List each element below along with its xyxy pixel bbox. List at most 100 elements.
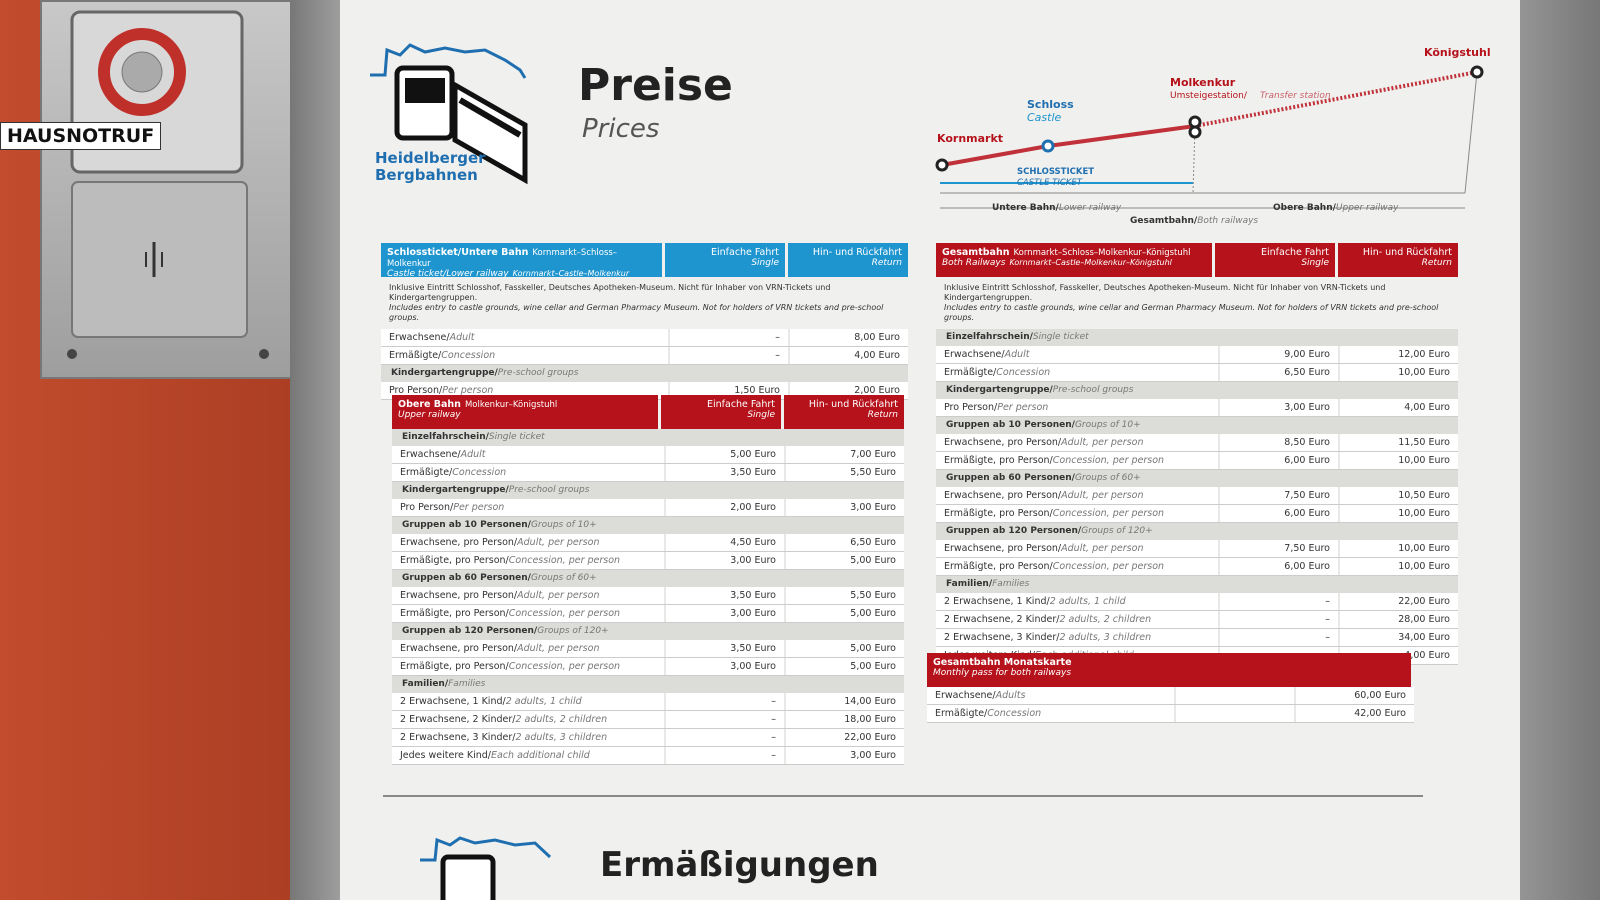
group-heading: Kindergartengruppe/Pre-school groups bbox=[381, 365, 908, 382]
group-de: Kindergartengruppe/ bbox=[946, 385, 1053, 395]
price-row: Erwachsene, pro Person/Adult, per person… bbox=[936, 540, 1458, 558]
label-de: Erwachsene/ bbox=[400, 449, 461, 460]
label-en: Adult, per person bbox=[1061, 437, 1144, 448]
group-en: Groups of 60+ bbox=[1074, 473, 1141, 483]
price-return: 22,00 Euro bbox=[784, 729, 904, 746]
price-return: 22,00 Euro bbox=[1338, 593, 1458, 610]
row-label: 2 Erwachsene, 1 Kind/2 adults, 1 child bbox=[936, 596, 1218, 607]
label-de: 2 Erwachsene, 3 Kinder/ bbox=[944, 632, 1060, 643]
label-en: 2 adults, 2 children bbox=[515, 714, 608, 725]
price-return: 60,00 Euro bbox=[1294, 687, 1414, 704]
row-label: Erwachsene, pro Person/Adult, per person bbox=[392, 590, 664, 601]
station-name: Molkenkur bbox=[1170, 76, 1236, 89]
price-row: Ermäßigte, pro Person/Concession, per pe… bbox=[392, 552, 904, 570]
price-table: Gesamtbahn Kornmarkt–Schloss–Molkenkur–Kö… bbox=[936, 243, 1458, 665]
label-de: Ermäßigte/ bbox=[944, 367, 997, 378]
row-label: Ermäßigte/Concession bbox=[392, 467, 664, 478]
price-return: 5,50 Euro bbox=[784, 464, 904, 481]
group-de: Familien/ bbox=[946, 579, 993, 589]
price-return: 10,00 Euro bbox=[1338, 505, 1458, 522]
price-return: 10,00 Euro bbox=[1338, 452, 1458, 469]
header-line: Schlossticket/Untere Bahn Kornmarkt–Schlo… bbox=[387, 247, 656, 269]
label-de: Ermäßigte, pro Person/ bbox=[400, 661, 509, 672]
price-row: Jedes weitere Kind/Each additional child… bbox=[392, 747, 904, 765]
header-line: Obere Bahn Molkenkur–Königstuhl bbox=[398, 399, 652, 410]
price-return: 10,00 Euro bbox=[1338, 540, 1458, 557]
price-single: – bbox=[664, 729, 784, 746]
note-line: Includes entry to castle grounds, wine c… bbox=[944, 303, 1439, 322]
label-de: Pro Person/ bbox=[400, 502, 454, 513]
price-single: 6,00 Euro bbox=[1218, 505, 1338, 522]
header-title: Obere Bahn Molkenkur–Königstuhl Upper rail… bbox=[392, 395, 658, 429]
label-de: Ermäßigte/ bbox=[389, 350, 442, 361]
price-row: Erwachsene/Adults 60,00 Euro bbox=[927, 687, 1414, 705]
group-de: Gruppen ab 60 Personen/ bbox=[402, 573, 531, 583]
price-row: Ermäßigte, pro Person/Concession, per pe… bbox=[936, 452, 1458, 470]
label-en: Concession bbox=[987, 708, 1042, 719]
label-de: Erwachsene/ bbox=[389, 332, 450, 343]
label-en: Per person bbox=[453, 502, 505, 513]
label-en: Adult, per person bbox=[517, 537, 600, 548]
row-label: Ermäßigte, pro Person/Concession, per pe… bbox=[936, 561, 1218, 572]
group-en: Groups of 120+ bbox=[1081, 526, 1153, 536]
price-single: 3,50 Euro bbox=[664, 640, 784, 657]
both-railways-de: Gesamtbahn/ bbox=[1130, 216, 1198, 226]
label-de: Erwachsene/ bbox=[935, 690, 996, 701]
price-return: 5,00 Euro bbox=[784, 658, 904, 675]
price-return: 42,00 Euro bbox=[1294, 705, 1414, 722]
price-return: 5,00 Euro bbox=[784, 605, 904, 622]
column-en: Return bbox=[867, 410, 898, 420]
table-note: Inklusive Eintritt Schlosshof, Fasskelle… bbox=[936, 277, 1458, 329]
price-row: Erwachsene, pro Person/Adult, per person… bbox=[392, 587, 904, 605]
row-label: Pro Person/Per person bbox=[936, 402, 1218, 413]
column-de: Einfache Fahrt bbox=[710, 247, 779, 258]
castle-ticket: CASTLE TICKET bbox=[1017, 178, 1082, 188]
price-row: Erwachsene, pro Person/Adult, per person… bbox=[392, 640, 904, 658]
column-en: Single bbox=[751, 258, 779, 268]
price-return: 5,50 Euro bbox=[784, 587, 904, 604]
upper-railway-de: Obere Bahn/ bbox=[1273, 203, 1336, 213]
label-en: Adults bbox=[995, 690, 1026, 701]
separator bbox=[383, 795, 1423, 797]
group-heading: Gruppen ab 120 Personen/Groups of 120+ bbox=[392, 623, 904, 640]
group-heading: Kindergartengruppe/Pre-school groups bbox=[392, 482, 904, 499]
header-route-en: Kornmarkt–Castle–Molkenkur–Königstuhl bbox=[1009, 258, 1172, 267]
price-row: 2 Erwachsene, 3 Kinder/2 adults, 3 child… bbox=[936, 629, 1458, 647]
table-header: Gesamtbahn Kornmarkt–Schloss–Molkenkur–Kö… bbox=[936, 243, 1458, 277]
header-title-en: Both Railways bbox=[942, 258, 1006, 268]
group-de: Gruppen ab 60 Personen/ bbox=[946, 473, 1075, 483]
price-return: 18,00 Euro bbox=[784, 711, 904, 728]
column-de: Einfache Fahrt bbox=[1260, 247, 1329, 258]
row-label: Erwachsene, pro Person/Adult, per person bbox=[936, 490, 1218, 501]
label-de: 2 Erwachsene, 1 Kind/ bbox=[400, 696, 506, 707]
label-de: Ermäßigte, pro Person/ bbox=[400, 555, 509, 566]
price-single: 3,50 Euro bbox=[664, 464, 784, 481]
price-row: Ermäßigte/Concession –4,00 Euro bbox=[381, 347, 908, 365]
group-heading: Einzelfahrschein/Single ticket bbox=[936, 329, 1458, 346]
price-single bbox=[1174, 687, 1294, 704]
price-row: 2 Erwachsene, 1 Kind/2 adults, 1 child –2… bbox=[936, 593, 1458, 611]
price-single: – bbox=[664, 747, 784, 764]
header-title-de: Gesamtbahn Monatskarte bbox=[933, 657, 1072, 668]
row-label: Erwachsene, pro Person/Adult, per person bbox=[936, 543, 1218, 554]
row-label: Erwachsene/Adults bbox=[927, 690, 1174, 701]
label-en: Concession bbox=[441, 350, 496, 361]
row-label: Erwachsene/Adult bbox=[381, 332, 668, 343]
footer-logo bbox=[420, 836, 552, 900]
castle-ticket: SCHLOSSTICKET bbox=[1017, 167, 1095, 177]
both-railways-en: Both railways bbox=[1197, 216, 1259, 226]
label-en: Concession bbox=[996, 367, 1051, 378]
price-return: 2,00 Euro bbox=[788, 382, 908, 399]
label-de: Ermäßigte/ bbox=[935, 708, 988, 719]
footer-title: Ermäßigungen bbox=[600, 845, 879, 885]
price-single: 3,00 Euro bbox=[664, 658, 784, 675]
station-name: Königstuhl bbox=[1424, 46, 1491, 59]
price-return: 5,00 Euro bbox=[784, 552, 904, 569]
label-en: Adult bbox=[449, 332, 475, 343]
header-title-de: Obere Bahn bbox=[398, 399, 461, 410]
row-label: Erwachsene, pro Person/Adult, per person bbox=[936, 437, 1218, 448]
price-row: 2 Erwachsene, 2 Kinder/2 adults, 2 child… bbox=[392, 711, 904, 729]
label-en: Concession, per person bbox=[1052, 561, 1165, 572]
price-row: Pro Person/Per person 3,00 Euro 4,00 Euro bbox=[936, 399, 1458, 417]
column-header: Hin- und Rückfahrt Return bbox=[784, 395, 904, 429]
